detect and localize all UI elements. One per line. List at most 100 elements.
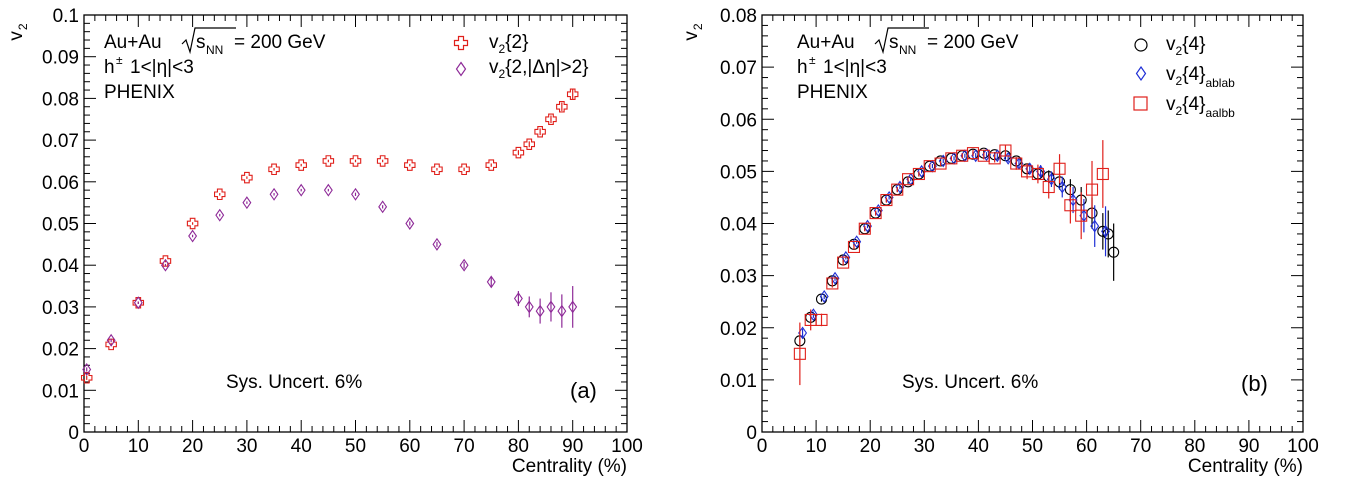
a-x-tick-label: 50 (345, 436, 366, 457)
panel-b-series (793, 140, 1120, 386)
b-data-point (815, 313, 828, 326)
a-data-point (269, 187, 279, 201)
panel-b-experiment-label: PHENIX (797, 82, 868, 103)
a-data-point (186, 217, 199, 230)
panel-b: 0 10 20 30 40 50 60 70 80 90 100 0 0.01 0.02 0.03 0.04… (681, 6, 1319, 477)
a-y-tick-label: 0.03 (42, 298, 79, 319)
a-x-tick-label: 100 (611, 436, 643, 457)
b-x-tick-label: 40 (968, 436, 989, 457)
panel-a-panel-label: (a) (570, 378, 597, 403)
a-data-point (296, 183, 306, 197)
panel-a-legend-marker-v2-2-deta (455, 61, 467, 77)
a-data-point (534, 126, 546, 138)
a-data-point (557, 304, 567, 318)
panel-b-x-tick-labels: 0 10 20 30 40 50 60 70 80 90 100 (757, 436, 1319, 457)
panel-a-x-tick-labels: 0 10 20 30 40 50 60 70 80 90 100 (79, 436, 643, 457)
panel-b-legend-v2-4-ablab-label: v2{4}ablab (1166, 64, 1235, 90)
panel-a-y-axis-title: v2 (6, 23, 30, 41)
b-y-tick-label: 0.03 (720, 267, 757, 288)
panel-b-sys-uncert: Sys. Uncert. 6% (902, 372, 1038, 393)
b-x-tick-label: 30 (914, 436, 935, 457)
a-data-point (268, 163, 280, 176)
a-series-1 (82, 183, 578, 376)
b-data-point (819, 290, 829, 303)
a-y-tick-label: 0.08 (42, 89, 79, 110)
a-x-tick-label: 10 (128, 436, 149, 457)
a-data-point (378, 200, 388, 214)
b-series-2 (793, 140, 1109, 386)
a-x-tick-label: 90 (562, 436, 583, 457)
b-data-point (1010, 157, 1023, 170)
b-y-tick-label: 0.04 (720, 215, 757, 236)
panel-b-legend-marker-v2-4-ablab (1135, 65, 1147, 82)
panel-b-eta-label: 1<|η|<3 (823, 57, 887, 78)
b-data-point (830, 271, 840, 285)
b-data-point (912, 167, 925, 181)
a-x-tick-label: 60 (399, 436, 420, 457)
b-x-tick-label: 80 (1184, 436, 1205, 457)
a-x-tick-label: 70 (454, 436, 475, 457)
b-x-tick-label: 100 (1287, 436, 1319, 457)
panel-a-sys-uncert: Sys. Uncert. 6% (226, 372, 362, 393)
a-x-tick-label: 30 (236, 436, 257, 457)
b-x-tick-label: 10 (806, 436, 827, 457)
b-data-point (858, 222, 871, 235)
a-data-point (546, 300, 556, 314)
b-data-point (880, 193, 893, 207)
panel-a-experiment-label: PHENIX (104, 82, 175, 103)
panel-b-sqrt-snn: s NN (874, 27, 929, 57)
a-y-tick-label: 0.05 (42, 215, 79, 236)
b-data-point (826, 277, 839, 290)
a-data-point (242, 196, 252, 210)
b-data-point (841, 250, 851, 264)
a-x-tick-label: 40 (291, 436, 312, 457)
a-data-point (405, 217, 415, 230)
a-y-tick-label: 0.1 (53, 6, 79, 27)
panel-b-h-label: h (797, 57, 808, 78)
panel-a-y-tick-labels: 0 0.01 0.02 0.03 0.04 0.05 0.06 0.07 0.08 0.09 0.1 (42, 6, 79, 444)
a-data-point (188, 229, 198, 243)
b-series-1 (798, 148, 1110, 340)
a-x-tick-label: 20 (182, 436, 203, 457)
b-data-point (1075, 209, 1088, 222)
b-x-tick-label: 90 (1238, 436, 1259, 457)
panel-b-h-charge: ± (809, 53, 816, 67)
svg-text:NN: NN (899, 43, 916, 57)
panel-a-x-axis-title: Centrality (%) (512, 456, 627, 477)
b-data-point (1042, 180, 1055, 194)
a-data-point (80, 372, 93, 384)
a-data-point (241, 171, 253, 184)
svg-text:NN: NN (206, 43, 223, 57)
b-data-point (1108, 246, 1120, 258)
a-data-point (566, 88, 579, 100)
a-data-point (82, 362, 92, 376)
svg-text:s: s (196, 32, 206, 53)
a-data-point (486, 275, 496, 289)
b-data-point (1096, 167, 1109, 181)
panel-a-legend-v2-2-deta-label: v2{2,|Δη|>2} (489, 57, 589, 81)
panel-b-panel-label: (b) (1241, 371, 1268, 396)
panel-a-eta-label: 1<|η|<3 (130, 57, 194, 78)
b-data-point (1085, 183, 1099, 196)
a-data-point (459, 258, 469, 272)
b-data-point (988, 152, 1001, 165)
a-x-tick-label: 80 (508, 436, 529, 457)
b-y-tick-label: 0.07 (720, 58, 757, 79)
panel-b-y-axis-title: v2 (681, 23, 705, 41)
b-data-point (1053, 162, 1066, 175)
b-data-point (869, 207, 882, 220)
panel-a-ticks (83, 14, 628, 433)
panel-a-h-charge: ± (116, 53, 123, 67)
b-x-tick-label: 0 (757, 436, 768, 457)
b-data-point (1090, 219, 1100, 233)
b-series-0 (794, 147, 1120, 347)
a-y-tick-label: 0.06 (42, 173, 79, 194)
a-data-point (323, 183, 333, 197)
a-data-point (160, 258, 170, 272)
panel-a-legend: v2{2} v2{2,|Δη|>2} (453, 32, 589, 81)
a-data-point (432, 237, 442, 251)
b-x-tick-label: 70 (1130, 436, 1151, 457)
panel-b-ticks (761, 14, 1304, 433)
a-data-point (404, 159, 416, 171)
